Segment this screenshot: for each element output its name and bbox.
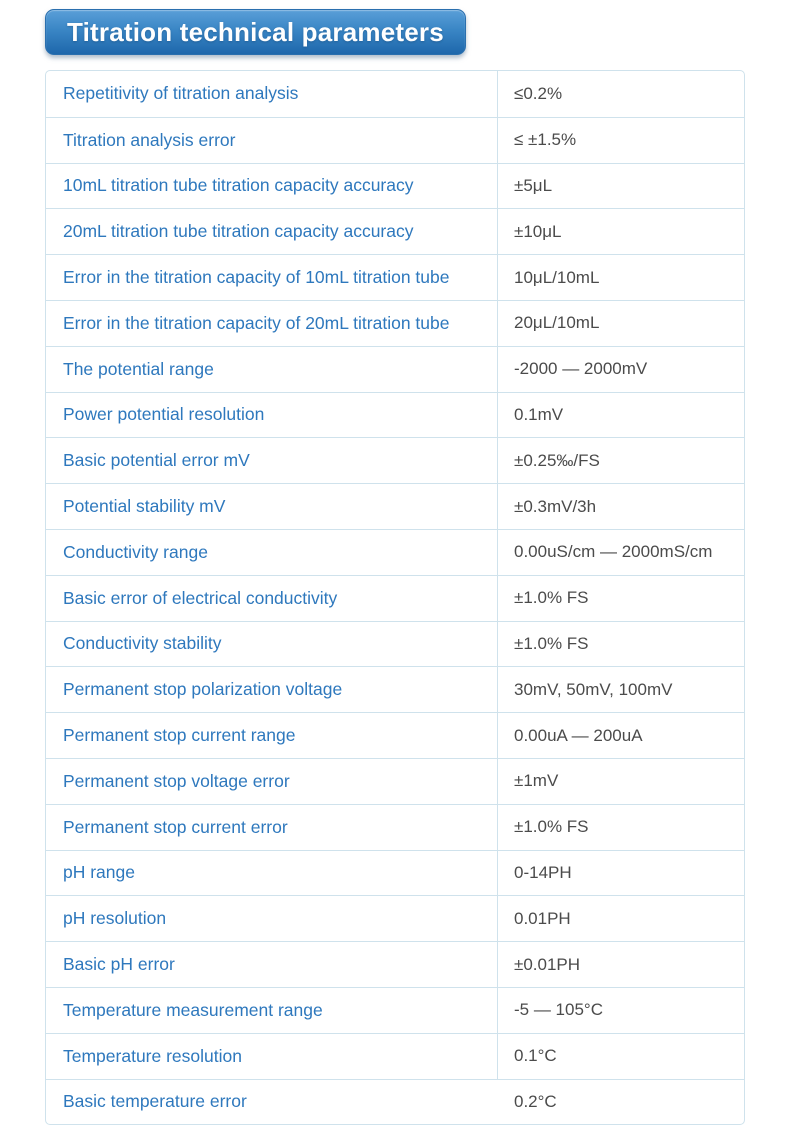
table-row: Basic temperature error 0.2°C: [46, 1078, 744, 1125]
param-label: Temperature measurement range: [46, 987, 498, 1033]
param-value: 10μL/10mL: [514, 267, 600, 287]
param-value: 0-14PH: [514, 862, 572, 882]
param-value: ±0.01PH: [514, 954, 581, 974]
param-value: ±5μL: [514, 175, 553, 195]
param-label: pH range: [46, 850, 498, 896]
param-value: ±1.0% FS: [514, 817, 589, 837]
table-row: Repetitivity of titration analysis ≤0.2%: [46, 71, 744, 117]
param-label: Basic temperature error: [63, 1091, 247, 1112]
param-value: ≤0.2%: [514, 83, 563, 103]
param-label: Temperature resolution: [46, 1033, 498, 1079]
table-row: pH resolution 0.01PH: [46, 895, 744, 942]
table-row: Basic potential error mV ±0.25‰/FS: [46, 437, 744, 484]
param-value: 0.00uA — 200uA: [514, 725, 643, 745]
table-row: Basic error of electrical conductivity ±…: [46, 574, 744, 621]
param-value: 0.2°C: [514, 1091, 557, 1111]
param-label: Conductivity stability: [46, 621, 498, 667]
table-row: Error in the titration capacity of 10mL …: [46, 254, 744, 300]
param-label: pH resolution: [46, 896, 498, 942]
table-row: Basic pH error ±0.01PH: [46, 941, 744, 987]
param-label: The potential range: [46, 346, 498, 392]
param-value: -2000 — 2000mV: [514, 359, 648, 379]
param-value: 0.00uS/cm — 2000mS/cm: [514, 542, 713, 562]
table-row: Conductivity range 0.00uS/cm — 2000mS/cm: [46, 528, 744, 575]
param-label: 10mL titration tube titration capacity a…: [46, 163, 498, 209]
param-label: Basic pH error: [46, 942, 498, 987]
table-row: Titration analysis error ≤ ±1.5%: [46, 116, 744, 163]
table-row: Error in the titration capacity of 20mL …: [46, 299, 744, 346]
param-label: Basic potential error mV: [46, 438, 498, 484]
table-row: 10mL titration tube titration capacity a…: [46, 162, 744, 209]
spec-table: Repetitivity of titration analysis ≤0.2%…: [45, 70, 745, 1126]
param-label: Titration analysis error: [46, 117, 498, 163]
table-row: Permanent stop polarization voltage 30mV…: [46, 666, 744, 713]
table-row: Power potential resolution 0.1mV: [46, 391, 744, 438]
table-row: Potential stability mV ±0.3mV/3h: [46, 483, 744, 529]
table-row: Permanent stop current range 0.00uA — 20…: [46, 712, 744, 758]
param-value: -5 — 105°C: [514, 1000, 604, 1020]
param-value: 0.1°C: [514, 1046, 557, 1066]
param-label: Permanent stop current range: [46, 713, 498, 758]
param-label: Basic error of electrical conductivity: [46, 575, 498, 621]
table-row: Conductivity stability ±1.0% FS: [46, 620, 744, 667]
param-value: ±0.25‰/FS: [514, 450, 600, 470]
param-label: Repetitivity of titration analysis: [46, 71, 498, 117]
table-row: pH range 0-14PH: [46, 849, 744, 896]
param-label: Permanent stop current error: [46, 804, 498, 850]
param-value: ±1.0% FS: [514, 633, 589, 653]
param-label: Permanent stop polarization voltage: [46, 667, 498, 713]
param-label: Error in the titration capacity of 10mL …: [46, 255, 498, 300]
param-label: 20mL titration tube titration capacity a…: [46, 209, 498, 255]
section-title: Titration technical parameters: [67, 16, 444, 47]
param-label: Error in the titration capacity of 20mL …: [46, 300, 498, 346]
param-value: ±10μL: [514, 221, 562, 241]
table-row: Temperature resolution 0.1°C: [46, 1032, 744, 1079]
section-title-banner: Titration technical parameters: [45, 9, 466, 55]
param-value: ≤ ±1.5%: [514, 130, 577, 150]
param-label: Potential stability mV: [46, 484, 498, 529]
param-value: 20μL/10mL: [514, 313, 600, 333]
param-label: Conductivity range: [46, 529, 498, 575]
param-value: ±1.0% FS: [514, 588, 589, 608]
param-value: 0.1mV: [514, 404, 564, 424]
param-label: Permanent stop voltage error: [46, 758, 498, 804]
table-row: Permanent stop current error ±1.0% FS: [46, 803, 744, 850]
param-value: 30mV, 50mV, 100mV: [514, 679, 673, 699]
table-row: Permanent stop voltage error ±1mV: [46, 757, 744, 804]
table-row: 20mL titration tube titration capacity a…: [46, 208, 744, 255]
param-value: 0.01PH: [514, 908, 571, 928]
param-value: ±0.3mV/3h: [514, 496, 597, 516]
param-label: Power potential resolution: [46, 392, 498, 438]
param-value: ±1mV: [514, 771, 559, 791]
table-row: The potential range -2000 — 2000mV: [46, 345, 744, 392]
table-row: Temperature measurement range -5 — 105°C: [46, 986, 744, 1033]
